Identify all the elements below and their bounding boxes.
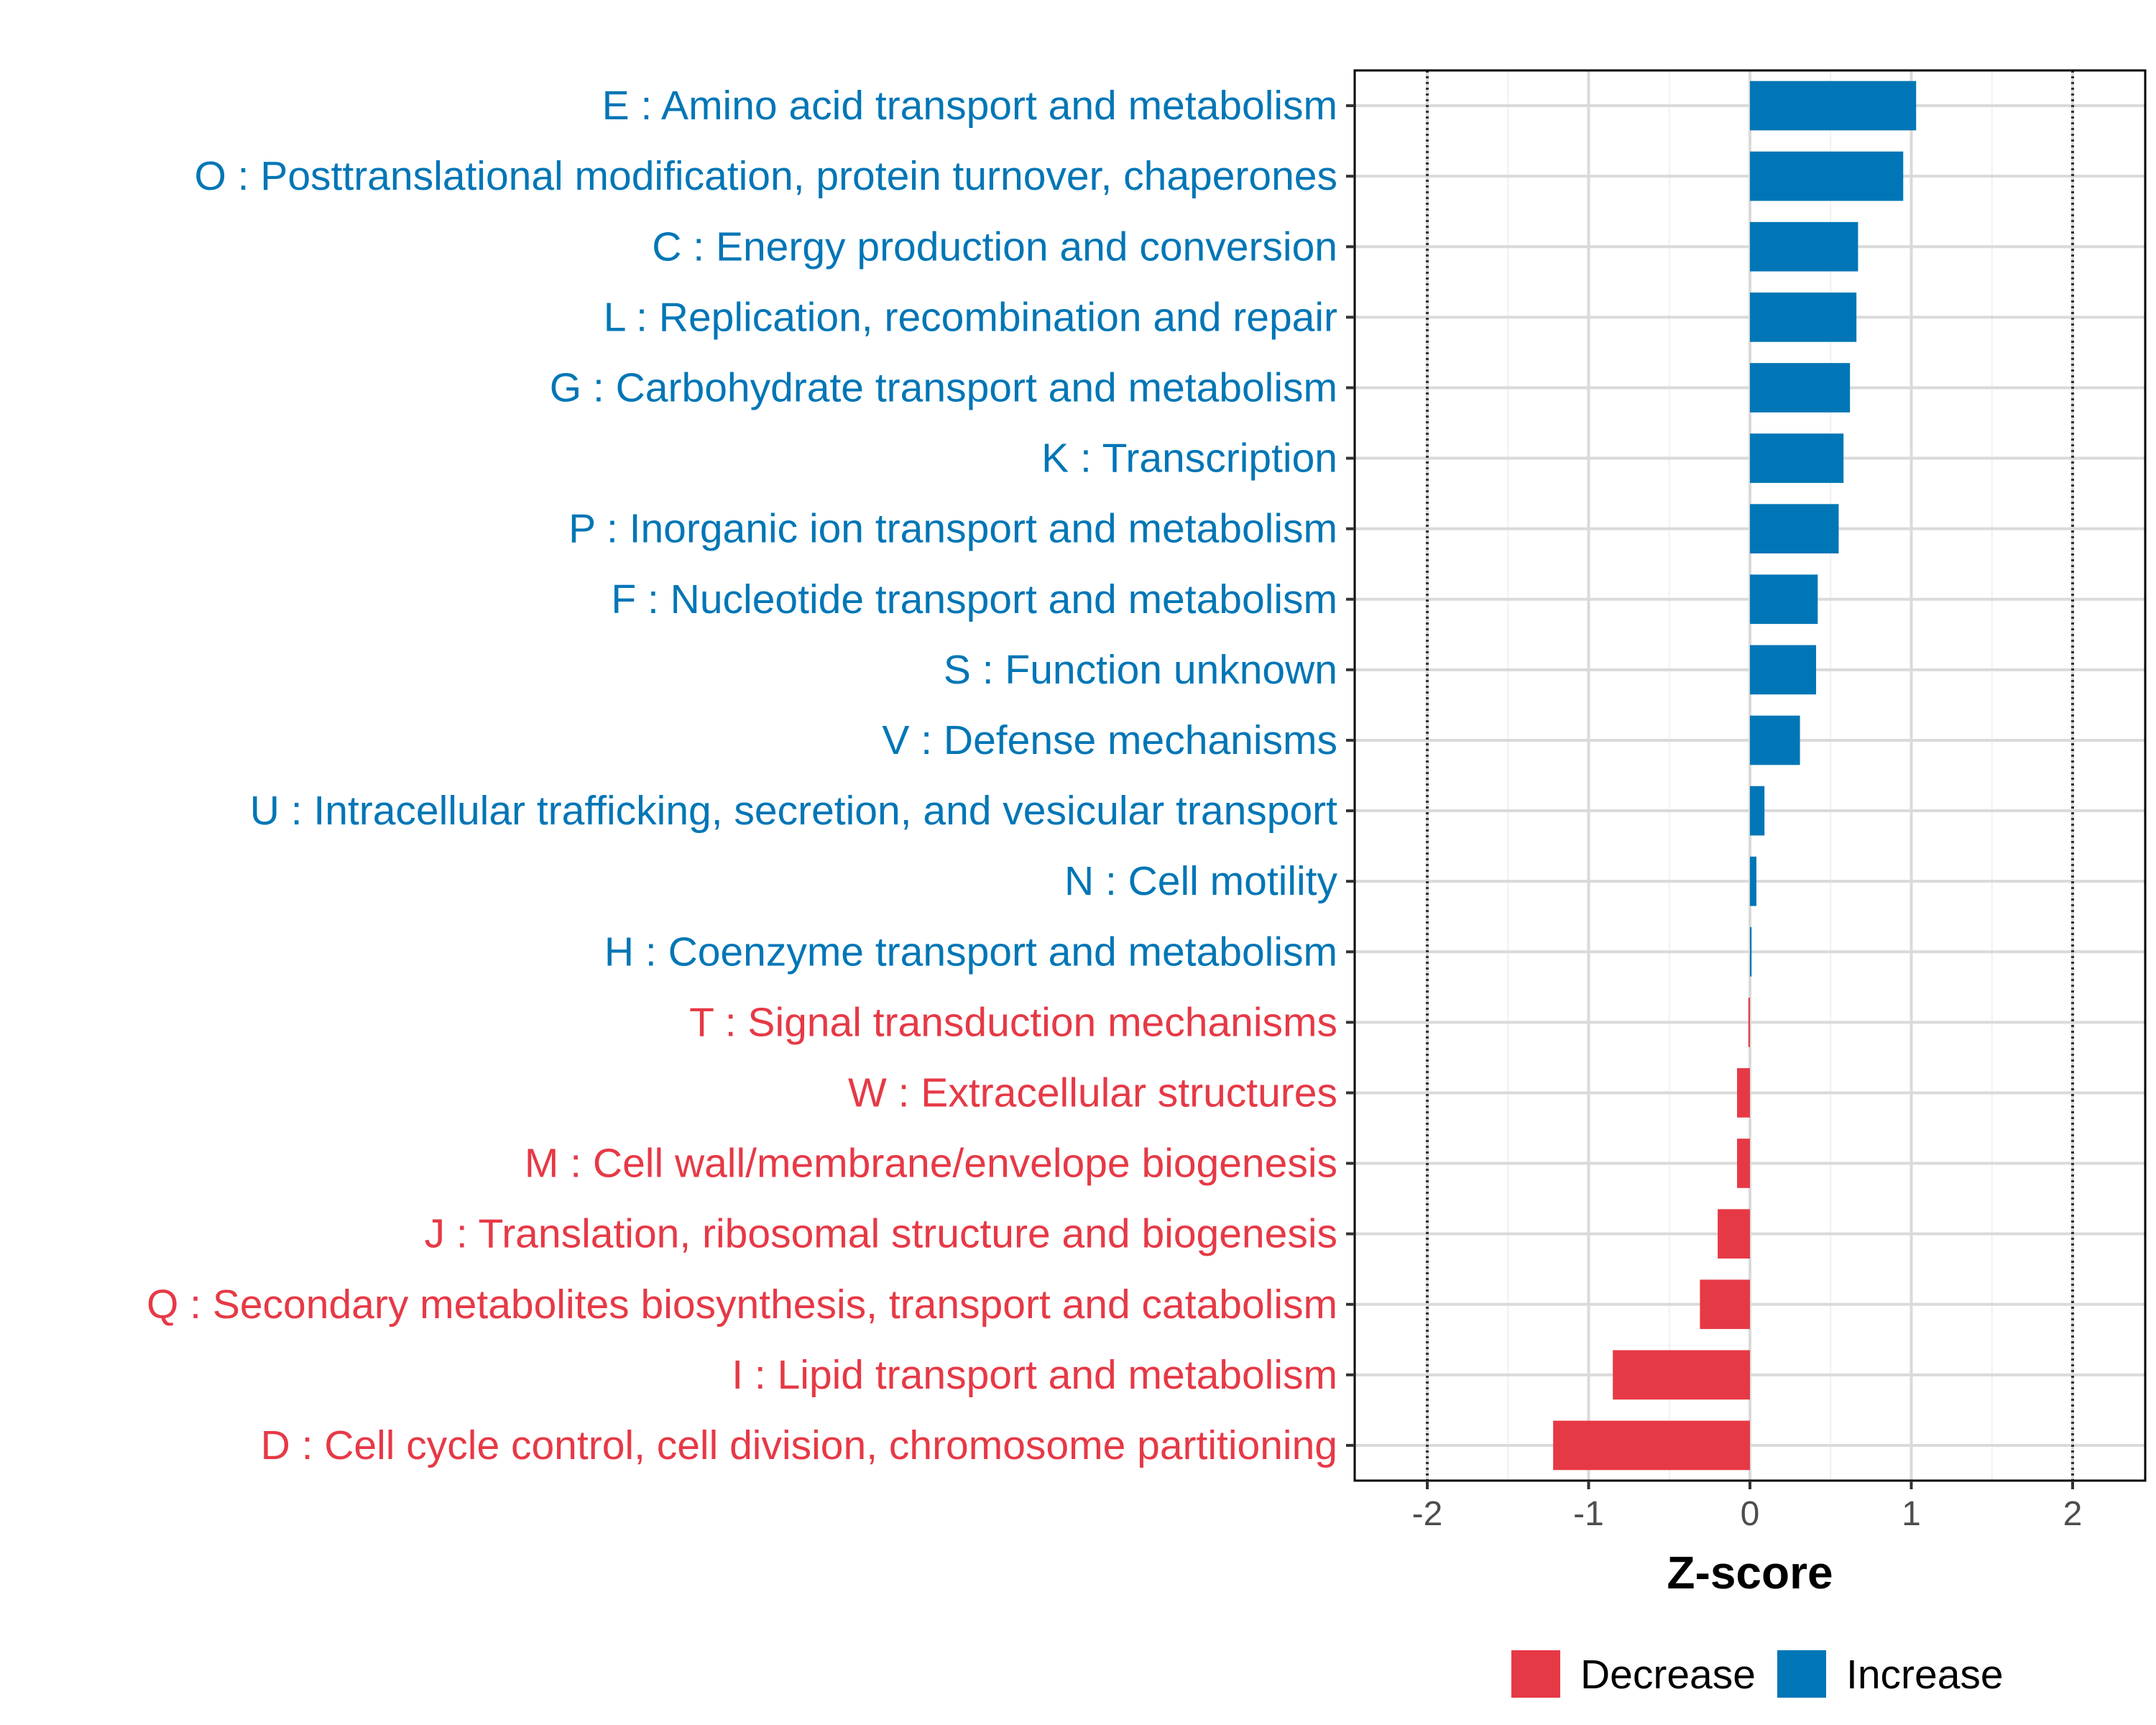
bar bbox=[1737, 1068, 1750, 1118]
x-axis-ticks bbox=[1426, 1481, 2074, 1489]
bar bbox=[1700, 1279, 1750, 1330]
category-label: Q : Secondary metabolites biosynthesis, … bbox=[147, 1282, 1337, 1328]
x-axis-title: Z-score bbox=[1667, 1547, 1833, 1598]
bar bbox=[1750, 504, 1839, 553]
x-axis-labels: -2 -1 0 1 2 bbox=[1412, 1495, 2083, 1533]
legend-key-decrease bbox=[1511, 1650, 1560, 1698]
category-label: U : Intracellular trafficking, secretion… bbox=[250, 788, 1337, 834]
bar bbox=[1750, 715, 1800, 765]
x-tick-label: 0 bbox=[1741, 1495, 1760, 1533]
category-label: G : Carbohydrate transport and metabolis… bbox=[550, 364, 1337, 410]
category-label: S : Function unknown bbox=[944, 647, 1337, 693]
category-label: H : Coenzyme transport and metabolism bbox=[604, 929, 1337, 975]
category-label: N : Cell motility bbox=[1064, 858, 1338, 904]
bar bbox=[1613, 1350, 1750, 1400]
bar bbox=[1750, 645, 1817, 695]
grid bbox=[1355, 70, 2145, 1481]
category-label: L : Replication, recombination and repai… bbox=[604, 294, 1337, 340]
bar bbox=[1750, 221, 1858, 272]
category-label: W : Extracellular structures bbox=[848, 1070, 1337, 1116]
bar bbox=[1750, 363, 1851, 413]
bar bbox=[1718, 1209, 1750, 1259]
legend: Decrease Increase bbox=[1511, 1650, 2004, 1698]
legend-key-increase bbox=[1777, 1650, 1826, 1698]
category-label: I : Lipid transport and metabolism bbox=[732, 1352, 1337, 1398]
x-tick-label: 2 bbox=[2063, 1495, 2083, 1533]
bar bbox=[1750, 574, 1818, 625]
y-axis-ticks bbox=[1346, 104, 1355, 1447]
bar bbox=[1748, 998, 1750, 1047]
category-label: D : Cell cycle control, cell division, c… bbox=[261, 1422, 1337, 1468]
x-tick-label: -2 bbox=[1412, 1495, 1443, 1533]
bars bbox=[1553, 80, 1917, 1471]
bar bbox=[1750, 856, 1756, 906]
category-label: F : Nucleotide transport and metabolism bbox=[611, 576, 1337, 622]
category-label: C : Energy production and conversion bbox=[652, 224, 1337, 270]
bar bbox=[1750, 293, 1857, 342]
category-label: T : Signal transduction mechanisms bbox=[689, 999, 1337, 1045]
bar bbox=[1750, 433, 1844, 483]
category-label: E : Amino acid transport and metabolism bbox=[602, 83, 1337, 129]
category-label: O : Posttranslational modification, prot… bbox=[194, 153, 1337, 199]
bar bbox=[1750, 151, 1904, 201]
bar bbox=[1750, 80, 1917, 131]
bar bbox=[1750, 926, 1752, 977]
category-label: J : Translation, ribosomal structure and… bbox=[425, 1211, 1337, 1257]
legend-label: Increase bbox=[1846, 1652, 2004, 1698]
category-label: P : Inorganic ion transport and metaboli… bbox=[568, 506, 1337, 552]
bar bbox=[1553, 1420, 1750, 1471]
category-label: V : Defense mechanisms bbox=[882, 717, 1337, 763]
bar bbox=[1737, 1138, 1750, 1188]
x-tick-label: -1 bbox=[1573, 1495, 1604, 1533]
y-axis-labels: E : Amino acid transport and metabolism O… bbox=[147, 83, 1338, 1468]
bar bbox=[1750, 786, 1765, 836]
legend-label: Decrease bbox=[1580, 1652, 1756, 1698]
x-tick-label: 1 bbox=[1902, 1495, 1921, 1533]
category-label: M : Cell wall/membrane/envelope biogenes… bbox=[525, 1141, 1337, 1187]
category-label: K : Transcription bbox=[1041, 436, 1337, 482]
